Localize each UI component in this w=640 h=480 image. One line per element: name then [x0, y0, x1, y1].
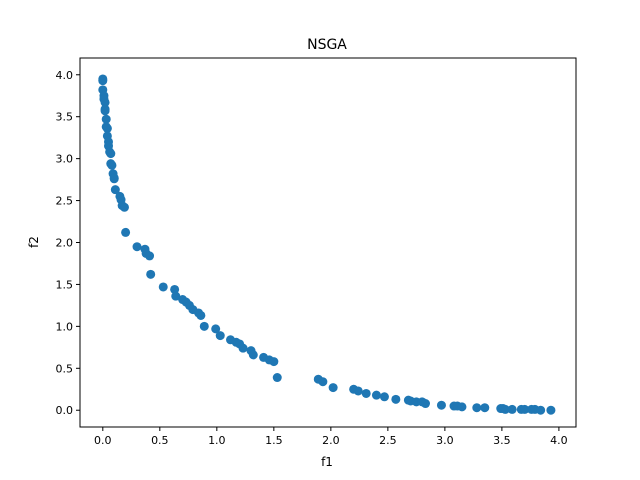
- x-tick-label: 3.5: [493, 434, 511, 447]
- data-point: [110, 185, 120, 195]
- data-point: [248, 350, 258, 360]
- x-tick-label: 0.0: [94, 434, 112, 447]
- data-points: [98, 74, 556, 415]
- data-point: [272, 373, 282, 383]
- data-point: [106, 149, 116, 159]
- data-point: [520, 404, 530, 414]
- data-point: [158, 282, 168, 292]
- data-point: [119, 202, 129, 212]
- data-point: [102, 123, 112, 133]
- data-point: [107, 160, 117, 170]
- data-point: [196, 310, 206, 320]
- data-point: [146, 269, 156, 279]
- data-point: [269, 357, 279, 367]
- x-axis-label: f1: [321, 455, 333, 469]
- data-point: [100, 106, 110, 116]
- data-point: [199, 321, 209, 331]
- x-tick-label: 0.5: [151, 434, 169, 447]
- data-point: [238, 343, 248, 353]
- y-tick-label: 0.5: [56, 362, 74, 375]
- data-point: [145, 251, 155, 261]
- y-tick-label: 1.5: [56, 278, 74, 291]
- x-tick-label: 1.0: [208, 434, 226, 447]
- data-point: [101, 114, 111, 124]
- data-point: [472, 403, 482, 413]
- data-point: [480, 403, 490, 413]
- data-point: [132, 242, 142, 252]
- data-point: [536, 405, 546, 415]
- y-tick-label: 2.5: [56, 195, 74, 208]
- data-point: [215, 331, 225, 341]
- y-axis-label: f2: [27, 236, 41, 248]
- data-point: [379, 392, 389, 402]
- data-point: [361, 388, 371, 398]
- data-point: [500, 404, 510, 414]
- y-axis: 0.0 0.5 1.0 1.5 2.0 2.5 3.0 3.5 4.0: [56, 69, 80, 417]
- data-point: [436, 400, 446, 410]
- x-tick-label: 2.5: [379, 434, 397, 447]
- y-tick-label: 2.0: [56, 237, 74, 250]
- y-tick-label: 1.0: [56, 320, 74, 333]
- data-point: [457, 402, 467, 412]
- x-axis: 0.0 0.5 1.0 1.5 2.0 2.5 3.0 3.5 4.0: [94, 427, 568, 447]
- data-point: [121, 227, 131, 237]
- chart-title: NSGA: [307, 37, 347, 53]
- data-point: [328, 383, 338, 393]
- x-tick-label: 4.0: [550, 434, 568, 447]
- data-point: [100, 97, 110, 107]
- x-tick-label: 1.5: [265, 434, 283, 447]
- data-point: [171, 291, 181, 301]
- y-tick-label: 3.5: [56, 111, 74, 124]
- data-point: [507, 404, 517, 414]
- data-point: [109, 174, 119, 184]
- data-point: [371, 390, 381, 400]
- data-point: [318, 377, 328, 387]
- data-point: [98, 76, 108, 86]
- data-point: [353, 386, 363, 396]
- data-point: [211, 324, 221, 334]
- y-tick-label: 3.0: [56, 153, 74, 166]
- x-tick-label: 2.0: [322, 434, 340, 447]
- data-point: [546, 405, 556, 415]
- plot-area-frame: [79, 57, 577, 428]
- y-tick-label: 0.0: [56, 404, 74, 417]
- data-point: [391, 394, 401, 404]
- x-tick-label: 3.0: [436, 434, 454, 447]
- data-point: [170, 284, 180, 294]
- data-point: [420, 399, 430, 409]
- y-tick-label: 4.0: [56, 69, 74, 82]
